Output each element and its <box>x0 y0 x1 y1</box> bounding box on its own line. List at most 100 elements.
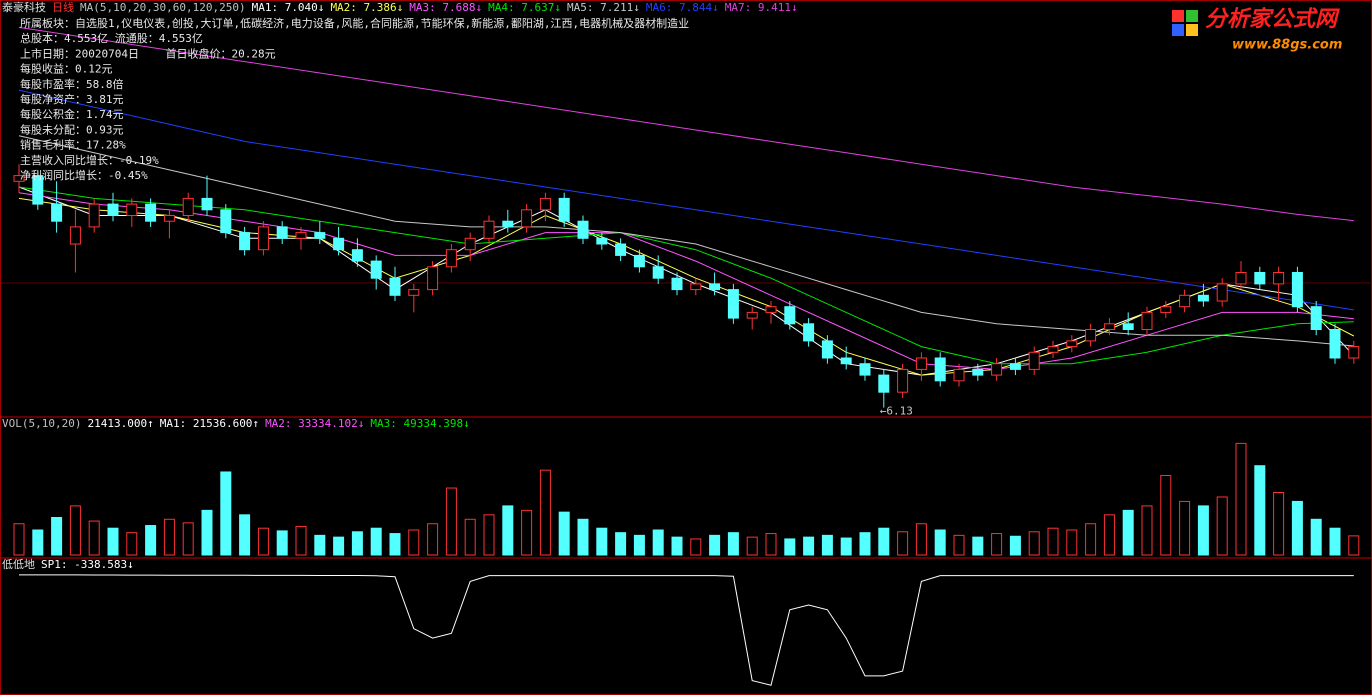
volume-bar <box>991 533 1003 556</box>
info-line: 主营收入同比增长：-0.19% <box>20 153 159 167</box>
candle-body <box>370 260 382 279</box>
candle-body <box>445 249 457 268</box>
candle-body <box>709 283 721 291</box>
ma-line <box>18 186 1354 365</box>
volume-bar <box>445 487 457 556</box>
volume-bar <box>1291 500 1303 556</box>
header-label: MA(5,10,20,30,60,120,250) <box>80 1 246 14</box>
candle-body <box>1085 329 1097 342</box>
candle-body <box>727 289 739 319</box>
info-line: 所属板块：自选股1,仪电仪表,创投,大订单,低碳经济,电力设备,风能,合同能源,… <box>20 16 689 30</box>
volume-bar <box>615 532 627 556</box>
header-label: MA6: 7.844↓ <box>646 1 719 14</box>
info-line: 每股市盈率：58.8倍 <box>20 77 124 91</box>
volume-bar <box>32 529 44 556</box>
header-label: MA3: 7.688↓ <box>409 1 482 14</box>
candle-body <box>257 226 269 251</box>
candle-body <box>239 232 251 251</box>
volume-bar <box>784 538 796 556</box>
volume-bar <box>633 534 645 556</box>
volume-bar <box>539 469 551 556</box>
volume-bar <box>1216 496 1228 556</box>
candle-body <box>314 232 326 239</box>
candle-body <box>351 249 363 262</box>
volume-bar <box>483 514 495 556</box>
volume-bar <box>182 522 194 556</box>
candle-body <box>32 175 44 205</box>
volume-bar <box>803 536 815 556</box>
volume-bar <box>765 533 777 556</box>
sp1-line <box>19 574 1354 686</box>
candle-body <box>859 363 871 376</box>
volume-bar <box>51 517 63 556</box>
volume-bar <box>878 527 890 556</box>
header-label: SP1: -338.583↓ <box>41 558 134 571</box>
candle-body <box>803 323 815 342</box>
volume-bar <box>126 532 138 556</box>
volume-bar <box>370 527 382 556</box>
volume-bar <box>521 509 533 556</box>
header-label: MA4: 7.637↓ <box>488 1 561 14</box>
volume-bar <box>69 505 81 556</box>
volume-bar <box>1273 492 1285 556</box>
candle-body <box>51 203 63 222</box>
volume-bar <box>953 534 965 556</box>
candle-body <box>1348 346 1360 359</box>
header-label: 泰豪科技 <box>2 0 46 14</box>
volume-bar <box>709 534 721 556</box>
volume-bar <box>897 531 909 556</box>
candle-body <box>878 374 890 393</box>
info-line: 每股公积金：1.74元 <box>20 107 124 121</box>
candle-body <box>1047 346 1059 353</box>
volume-bar <box>1009 535 1021 556</box>
candle-body <box>915 357 927 370</box>
candle-body <box>13 175 25 182</box>
candle-body <box>483 220 495 239</box>
volume-bar <box>107 527 119 556</box>
info-line: 销售毛利率：17.28% <box>20 138 126 152</box>
volume-bar <box>239 514 251 556</box>
header-label: MA1: 7.040↓ <box>252 1 325 14</box>
candle-body <box>126 203 138 217</box>
candle-body <box>182 197 194 216</box>
candle-body <box>408 289 420 296</box>
candle-body <box>295 232 307 239</box>
candle-body <box>1254 272 1266 285</box>
volume-bar <box>1197 505 1209 556</box>
volume-bar <box>1179 500 1191 556</box>
volume-bar <box>1348 535 1360 556</box>
candle-body <box>521 209 533 228</box>
volume-bar <box>596 527 608 556</box>
candle-body <box>746 311 758 319</box>
candle-body <box>1273 272 1285 285</box>
volume-bar <box>1141 505 1153 556</box>
candle-body <box>671 277 683 291</box>
candle-body <box>596 237 608 245</box>
candle-body <box>784 306 796 325</box>
header-label: VOL(5,10,20) <box>2 417 81 430</box>
candle-body <box>1235 272 1247 285</box>
volume-bar <box>333 536 345 556</box>
volume-bar <box>558 511 570 556</box>
volume-bar <box>1310 518 1322 556</box>
candle-body <box>1291 272 1303 308</box>
candle-body <box>953 368 965 382</box>
candle-body <box>577 220 589 239</box>
logo-icon <box>1172 24 1184 36</box>
volume-bar <box>314 534 326 556</box>
volume-bar <box>201 509 213 556</box>
candle-body <box>107 203 119 217</box>
logo-icon <box>1172 10 1184 22</box>
volume-bar <box>1103 514 1115 556</box>
candle-body <box>163 215 175 222</box>
volume-bar <box>408 529 420 556</box>
ma-line <box>18 89 1354 311</box>
candle-body <box>1160 306 1172 313</box>
volume-bar <box>276 530 288 556</box>
volume-bar <box>464 518 476 556</box>
candle-body <box>1028 351 1040 370</box>
volume-bar <box>652 529 664 556</box>
header-label: MA1: 21536.600↑ <box>160 417 259 430</box>
header-label: MA7: 9.411↓ <box>725 1 798 14</box>
